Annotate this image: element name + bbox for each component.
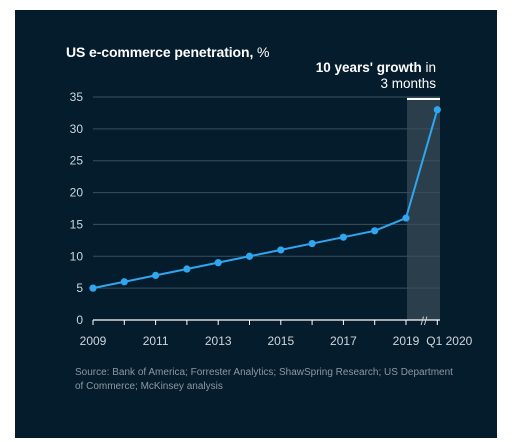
highlight-band: [407, 97, 440, 320]
x-tick-label: 2013: [205, 334, 232, 348]
x-tick-label: 2015: [267, 334, 294, 348]
y-tick-label: 10: [70, 249, 84, 263]
source-note: Source: Bank of America; Forrester Analy…: [75, 367, 453, 392]
growth-callout: 10 years' growth in 3 months: [316, 60, 436, 92]
y-tick-label: 35: [70, 90, 84, 104]
y-tick-label: 5: [76, 281, 83, 295]
chart-title-bold: US e-commerce penetration,: [66, 44, 254, 60]
data-point: [89, 284, 97, 292]
data-point: [371, 227, 379, 235]
chart-title-unit: %: [253, 44, 270, 60]
y-tick-label: 0: [76, 313, 83, 327]
data-point: [183, 265, 191, 273]
y-tick-label: 20: [70, 186, 84, 200]
x-tick-label: 2011: [143, 334, 169, 348]
data-point: [308, 239, 316, 248]
data-point: [120, 278, 128, 286]
data-point: [433, 106, 441, 114]
data-point: [339, 233, 347, 241]
data-point: [214, 259, 222, 267]
y-tick-label: 30: [70, 122, 84, 136]
y-tick-label: 15: [70, 217, 84, 231]
growth-callout-line2: 3 months: [380, 76, 436, 91]
x-tick-label: 2019: [393, 334, 420, 348]
x-tick-label: 2009: [80, 334, 107, 348]
series-line: [92, 109, 439, 290]
growth-callout-in: in: [421, 60, 436, 75]
x-tick-label: Q1 2020: [426, 334, 472, 348]
data-point: [245, 252, 254, 260]
growth-callout-bold: 10 years' growth: [315, 60, 422, 75]
data-point: [402, 214, 410, 222]
data-point: [152, 271, 160, 279]
chart-title: US e-commerce penetration, %: [66, 44, 269, 60]
axis-break: //: [421, 314, 428, 328]
x-tick-label: 2017: [330, 334, 357, 348]
data-point: [277, 246, 285, 254]
y-tick-label: 25: [70, 154, 84, 168]
